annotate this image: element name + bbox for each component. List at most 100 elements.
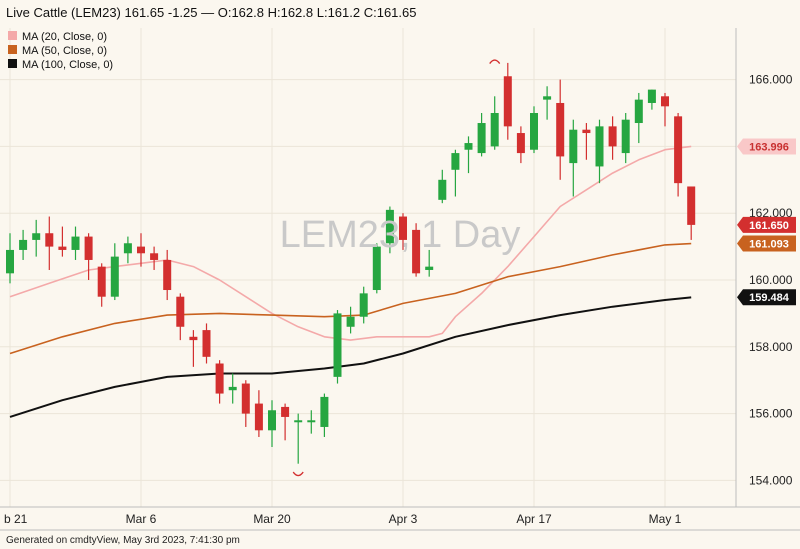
candle-body <box>294 420 303 423</box>
candle-body <box>661 96 669 107</box>
ma-line-2 <box>9 296 692 418</box>
price-label-text: 159.484 <box>749 292 790 304</box>
price-label: 159.484 <box>737 289 796 306</box>
legend-label-ma50: MA (50, Close, 0) <box>22 45 107 57</box>
candle <box>19 229 28 260</box>
candle-body <box>281 406 290 417</box>
candle <box>582 123 591 160</box>
candle <box>477 113 486 157</box>
candle-body <box>123 243 132 254</box>
y-tick-label: 154.000 <box>749 473 793 487</box>
candle-body <box>464 143 473 150</box>
candle <box>202 323 211 364</box>
candle <box>372 243 381 294</box>
price-label-text: 161.093 <box>749 238 789 250</box>
x-axis-ticks: b 21 Mar 6 Mar 20 Apr 3 Apr 17 May 1 <box>4 512 682 526</box>
candle <box>215 360 224 404</box>
candle-body <box>71 236 80 250</box>
price-label: 161.093 <box>737 235 796 252</box>
extreme-markers <box>292 59 501 477</box>
ma-line-0 <box>9 145 692 341</box>
candle <box>556 79 565 180</box>
candle-body <box>163 259 172 291</box>
candle <box>6 233 14 284</box>
candle <box>254 390 263 437</box>
price-label-bg <box>737 138 796 155</box>
price-labels: 163.996 161.650 161.093 159.484 <box>737 138 796 306</box>
x-tick-label: Apr 17 <box>516 512 552 526</box>
candle <box>674 113 683 197</box>
candle-body <box>530 113 538 150</box>
candle <box>333 310 342 384</box>
candle-body <box>647 89 656 103</box>
candle-body <box>385 209 394 244</box>
candle <box>451 149 460 197</box>
marker-high <box>489 59 501 64</box>
x-tick-label: Mar 20 <box>253 512 291 526</box>
candle-body <box>556 102 565 157</box>
candle <box>503 62 512 140</box>
candle-body <box>150 253 159 260</box>
y-tick-label: 162.000 <box>749 206 793 220</box>
candle-body <box>202 330 211 357</box>
candle-body <box>19 239 28 250</box>
candle-body <box>582 129 591 134</box>
candle-body <box>477 123 486 154</box>
legend-swatch-ma50 <box>8 45 17 54</box>
legend-swatch-ma100 <box>8 59 17 68</box>
candle-body <box>425 266 434 270</box>
candle-body <box>228 386 237 391</box>
legend-label-ma100: MA (100, Close, 0) <box>22 59 113 71</box>
legend: MA (20, Close, 0) MA (50, Close, 0) MA (… <box>8 31 113 71</box>
candle-body <box>412 229 421 274</box>
candle-body <box>516 133 525 154</box>
price-label-bg <box>737 235 796 252</box>
candle-body <box>45 233 54 247</box>
y-tick-label: 160.000 <box>749 273 793 287</box>
price-label-bg <box>737 289 796 306</box>
candle-body <box>608 126 617 147</box>
y-tick-label: 158.000 <box>749 340 793 354</box>
candle-body <box>595 126 604 167</box>
candle <box>163 249 172 301</box>
candle <box>687 186 696 240</box>
candle <box>438 169 447 204</box>
candle <box>621 113 630 164</box>
candle <box>661 92 669 127</box>
candle-body <box>634 99 643 124</box>
price-label: 161.650 <box>737 216 796 233</box>
x-tick-label: Apr 3 <box>389 512 418 526</box>
candle-body <box>569 129 578 164</box>
candle <box>569 119 578 197</box>
candle <box>189 330 198 367</box>
candle-body <box>346 316 355 327</box>
candle <box>32 219 41 257</box>
candle-body <box>6 249 14 274</box>
x-tick-label: May 1 <box>649 512 682 526</box>
marker-low <box>292 471 304 477</box>
candle <box>412 223 421 277</box>
legend-label-ma20: MA (20, Close, 0) <box>22 31 107 43</box>
candle-body <box>399 216 407 240</box>
candle-body <box>320 396 329 427</box>
candle <box>307 410 316 434</box>
candle <box>97 263 106 307</box>
y-tick-label: 166.000 <box>749 73 793 87</box>
candle-body <box>110 256 119 297</box>
candle <box>490 96 499 150</box>
candle <box>464 136 473 174</box>
candle-body <box>215 363 224 394</box>
candle-body <box>137 246 145 254</box>
candle-body <box>268 410 276 431</box>
candle <box>320 393 329 437</box>
candle <box>241 380 250 427</box>
candles <box>6 62 696 464</box>
footer-text: Generated on cmdtyView, May 3rd 2023, 7:… <box>6 535 240 546</box>
candle <box>543 86 552 120</box>
legend-swatch-ma20 <box>8 31 17 40</box>
candle-body <box>674 116 683 184</box>
candle-body <box>241 383 250 414</box>
candle-body <box>621 119 630 154</box>
candle <box>346 306 355 334</box>
